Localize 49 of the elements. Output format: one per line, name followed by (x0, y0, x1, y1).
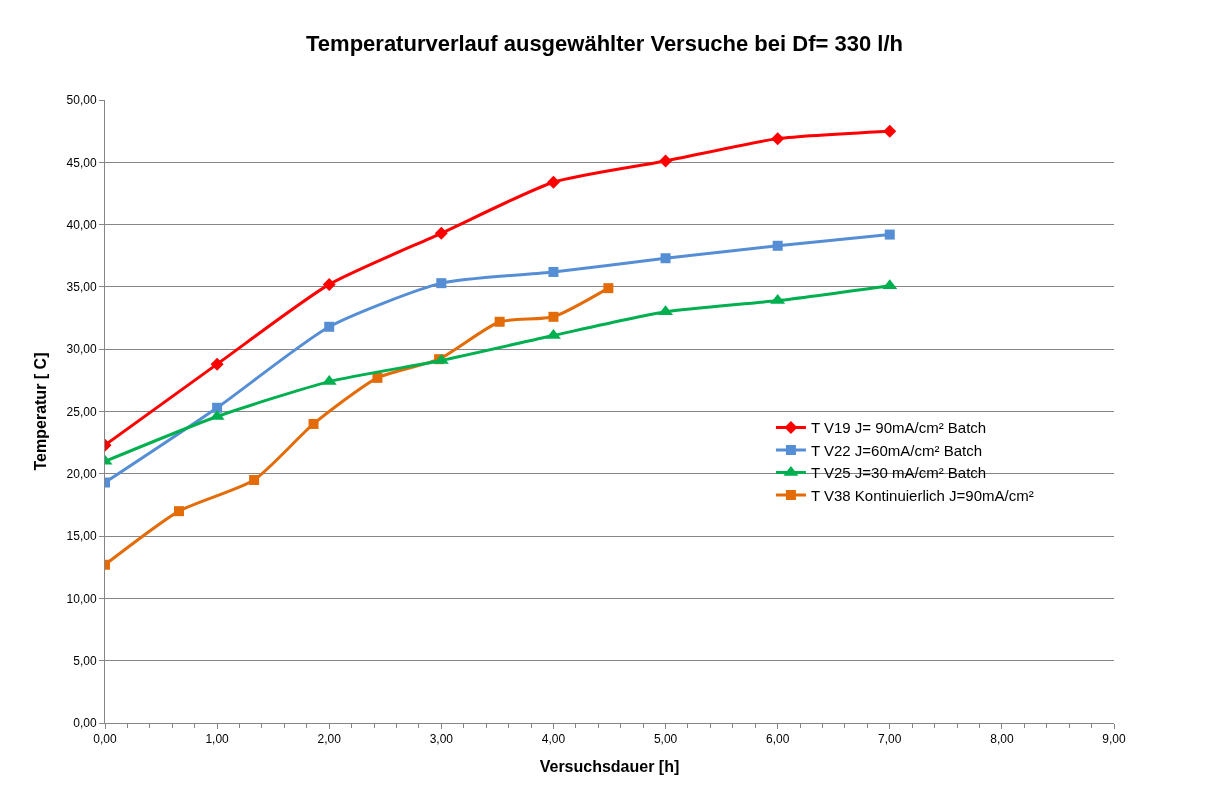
point (660, 253, 671, 264)
point (173, 506, 184, 517)
y-tick-label: 5,00 (73, 653, 97, 668)
legend-label: T V19 J= 90mA/cm² Batch (810, 419, 987, 437)
y-tick-label: 30,00 (66, 342, 97, 357)
point (884, 229, 895, 240)
legend-label: T V22 J=60mA/cm² Batch (810, 441, 982, 459)
point (212, 402, 223, 413)
point (308, 418, 319, 429)
x-tick-label: 1,00 (205, 732, 230, 747)
point (771, 132, 785, 146)
x-tick-label: 4,00 (541, 732, 566, 747)
legend-label: T V25 J=30 mA/cm² Batch (810, 464, 987, 482)
point (494, 316, 505, 327)
x-tick-label: 5,00 (653, 732, 678, 747)
y-tick-label: 45,00 (66, 155, 97, 170)
point (249, 475, 260, 486)
y-tick-label: 15,00 (66, 529, 97, 544)
point (546, 175, 560, 189)
x-tick-label: 7,00 (878, 732, 902, 747)
point (548, 311, 559, 322)
y-tick-label: 20,00 (66, 467, 97, 481)
y-axis-title: Temperatur [ C] (32, 352, 50, 471)
point (322, 277, 336, 291)
x-tick-label: 3,00 (429, 732, 454, 747)
x-tick-label: 8,00 (990, 732, 1014, 747)
y-tick-label: 0,00 (73, 716, 97, 731)
point (603, 283, 614, 294)
y-tick-label: 50,00 (66, 93, 97, 108)
point (436, 278, 447, 289)
point (548, 266, 559, 277)
y-tick-label: 25,00 (66, 404, 97, 419)
chart-title: Temperaturverlauf ausgewählter Versuche bei Df= 330 l/h (306, 30, 903, 56)
y-tick-label: 35,00 (66, 280, 97, 295)
y-tick-label: 10,00 (66, 591, 97, 606)
x-tick-label: 0,00 (93, 732, 117, 747)
x-tick-label: 2,00 (317, 732, 342, 747)
y-tick-label: 40,00 (66, 217, 97, 232)
point (883, 124, 897, 138)
legend-label: T V38 Kontinuierlich J=90mA/cm² (810, 486, 1034, 504)
point (324, 321, 335, 332)
point (210, 357, 224, 371)
x-tick-label: 6,00 (765, 732, 790, 747)
x-tick-label: 9,00 (1102, 732, 1126, 747)
point (434, 226, 448, 240)
x-axis-title: Versuchsdauer [h] (539, 758, 680, 776)
point (659, 154, 673, 168)
point (372, 372, 383, 383)
point (772, 240, 783, 251)
